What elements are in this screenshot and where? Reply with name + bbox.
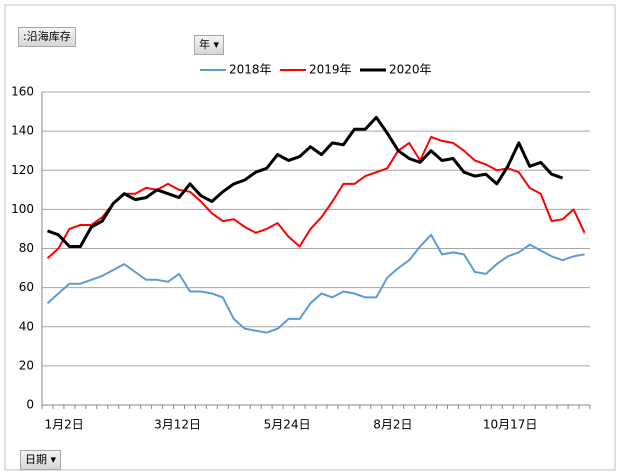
y-tick-label: 160 (11, 85, 34, 99)
legend-filter-label: 年 (199, 38, 210, 51)
x-tick-label: 8月2日 (373, 418, 412, 432)
y-tick-label: 20 (19, 358, 34, 372)
x-tick-label: 1月2日 (44, 418, 83, 432)
y-tick-label: 80 (19, 241, 34, 255)
x-tick-label: 5月24日 (264, 418, 311, 432)
series-line (46, 136, 586, 260)
axis-button[interactable]: 日期 ▾ (20, 450, 62, 470)
y-tick-label: 140 (11, 124, 34, 138)
y-tick-label: 100 (11, 202, 34, 216)
series-line (46, 233, 585, 334)
legend-label: 2019年 (309, 63, 352, 77)
y-tick-label: 120 (11, 163, 34, 177)
y-tick-label: 40 (19, 319, 34, 333)
chart-border (4, 4, 616, 471)
field-button[interactable]: :沿海库存 (18, 27, 76, 47)
series-line (46, 115, 564, 248)
y-tick-label: 0 (26, 398, 34, 412)
y-tick-label: 60 (19, 280, 34, 294)
x-tick-label: 10月17日 (483, 418, 538, 432)
legend-filter-button[interactable]: 年 ▾ (194, 35, 225, 55)
legend-label: 2020年 (389, 63, 432, 77)
axis-button-label: 日期 (25, 453, 47, 466)
x-tick-label: 3月12日 (154, 418, 201, 432)
legend-label: 2018年 (229, 63, 272, 77)
